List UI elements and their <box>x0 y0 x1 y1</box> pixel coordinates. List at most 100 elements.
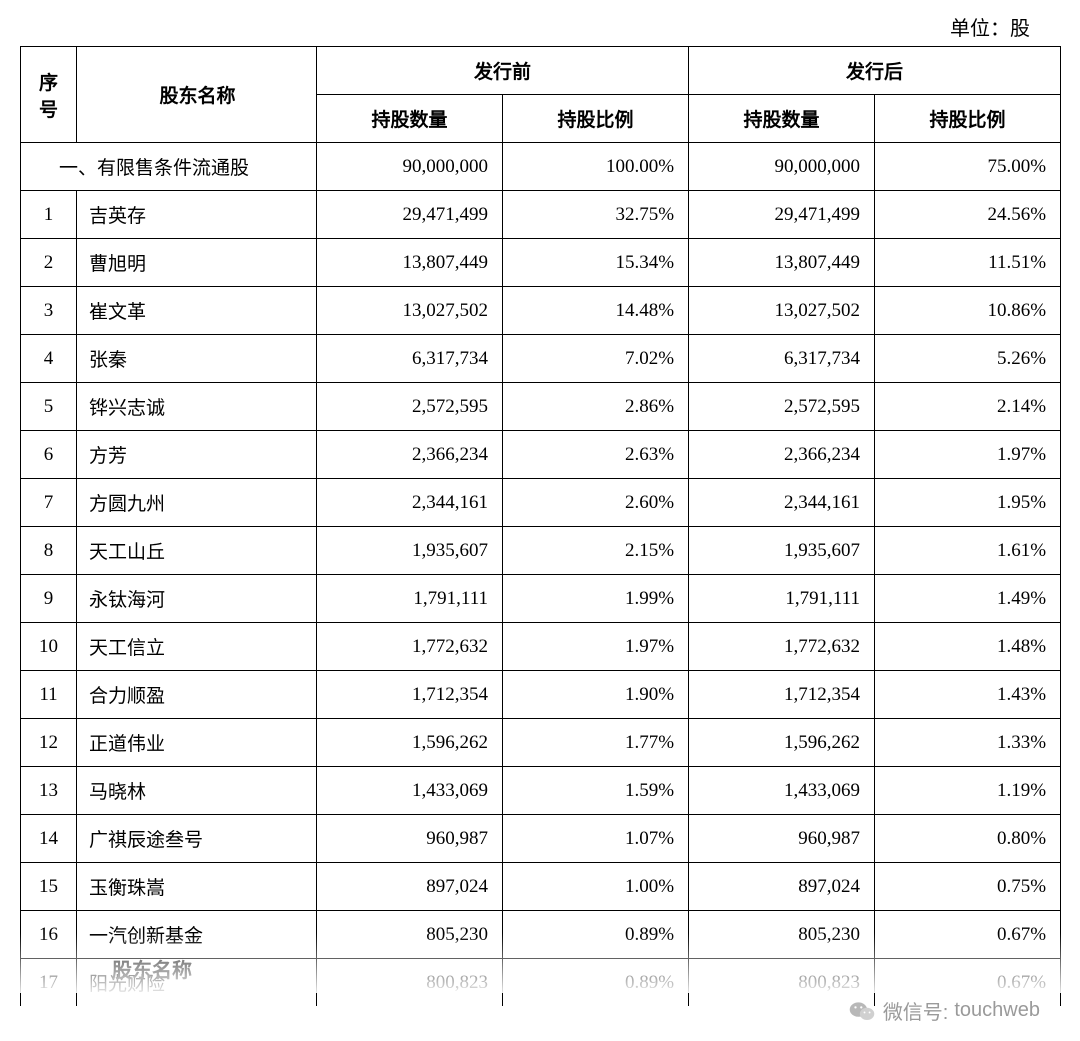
page-container: 单位：股 序号 股东名称 发行前 发行后 持股数量 持股比例 持股数量 持股比例 <box>0 0 1080 1041</box>
shareholder-table: 序号 股东名称 发行前 发行后 持股数量 持股比例 持股数量 持股比例 一、有限… <box>20 46 1061 1006</box>
header-before-pct: 持股比例 <box>503 95 689 143</box>
cell-name: 张秦 <box>77 335 317 383</box>
cell-before-pct: 32.75% <box>503 191 689 239</box>
cell-seq: 17 <box>21 959 77 1007</box>
cell-before-qty: 2,572,595 <box>317 383 503 431</box>
cell-after-pct: 10.86% <box>875 287 1061 335</box>
cell-after-pct: 1.43% <box>875 671 1061 719</box>
cell-before-qty: 1,433,069 <box>317 767 503 815</box>
cell-seq: 10 <box>21 623 77 671</box>
cell-after-qty: 897,024 <box>689 863 875 911</box>
table-row: 8天工山丘1,935,6072.15%1,935,6071.61% <box>21 527 1061 575</box>
cell-before-qty: 1,772,632 <box>317 623 503 671</box>
table-row: 16一汽创新基金805,2300.89%805,2300.67% <box>21 911 1061 959</box>
table-row: 5铧兴志诚2,572,5952.86%2,572,5952.14% <box>21 383 1061 431</box>
cell-before-pct: 1.77% <box>503 719 689 767</box>
cell-before-qty: 29,471,499 <box>317 191 503 239</box>
cell-after-qty: 800,823 <box>689 959 875 1007</box>
header-before-qty: 持股数量 <box>317 95 503 143</box>
cell-before-qty: 805,230 <box>317 911 503 959</box>
wechat-icon <box>849 1000 875 1022</box>
cell-seq: 12 <box>21 719 77 767</box>
cell-before-pct: 0.89% <box>503 959 689 1007</box>
cell-before-pct: 14.48% <box>503 287 689 335</box>
cell-before-qty: 2,344,161 <box>317 479 503 527</box>
cell-name: 天工信立 <box>77 623 317 671</box>
header-seq: 序号 <box>21 47 77 143</box>
cell-after-qty: 1,791,111 <box>689 575 875 623</box>
watermark: 微信号: touchweb <box>849 996 1040 1025</box>
cell-name: 合力顺盈 <box>77 671 317 719</box>
section-after-qty: 90,000,000 <box>689 143 875 191</box>
section-after-pct: 75.00% <box>875 143 1061 191</box>
cell-before-pct: 1.90% <box>503 671 689 719</box>
cell-name: 崔文革 <box>77 287 317 335</box>
cell-after-pct: 1.33% <box>875 719 1061 767</box>
table-body: 一、有限售条件流通股 90,000,000 100.00% 90,000,000… <box>21 143 1061 1007</box>
table-row: 1吉英存29,471,49932.75%29,471,49924.56% <box>21 191 1061 239</box>
cell-after-qty: 960,987 <box>689 815 875 863</box>
cell-before-pct: 1.59% <box>503 767 689 815</box>
cell-after-pct: 1.49% <box>875 575 1061 623</box>
cell-seq: 3 <box>21 287 77 335</box>
cell-before-pct: 2.63% <box>503 431 689 479</box>
cell-before-pct: 2.86% <box>503 383 689 431</box>
table-row: 10天工信立1,772,6321.97%1,772,6321.48% <box>21 623 1061 671</box>
cell-after-qty: 2,572,595 <box>689 383 875 431</box>
cell-before-pct: 2.60% <box>503 479 689 527</box>
cell-seq: 2 <box>21 239 77 287</box>
cell-after-qty: 13,807,449 <box>689 239 875 287</box>
table-row: 12正道伟业1,596,2621.77%1,596,2621.33% <box>21 719 1061 767</box>
cell-name: 方芳 <box>77 431 317 479</box>
cell-name: 广祺辰途叁号 <box>77 815 317 863</box>
header-after: 发行后 <box>689 47 1061 95</box>
cell-after-qty: 2,366,234 <box>689 431 875 479</box>
cell-name: 天工山丘 <box>77 527 317 575</box>
cell-seq: 1 <box>21 191 77 239</box>
cell-seq: 5 <box>21 383 77 431</box>
cell-after-qty: 1,772,632 <box>689 623 875 671</box>
cell-after-qty: 29,471,499 <box>689 191 875 239</box>
table-row: 7方圆九州2,344,1612.60%2,344,1611.95% <box>21 479 1061 527</box>
cell-before-pct: 1.97% <box>503 623 689 671</box>
cell-before-qty: 6,317,734 <box>317 335 503 383</box>
cell-name: 曹旭明 <box>77 239 317 287</box>
cell-seq: 11 <box>21 671 77 719</box>
cell-before-qty: 960,987 <box>317 815 503 863</box>
cell-before-qty: 1,791,111 <box>317 575 503 623</box>
cell-before-pct: 1.00% <box>503 863 689 911</box>
cell-name: 永钛海河 <box>77 575 317 623</box>
watermark-label: 微信号: <box>883 996 949 1025</box>
table-header: 序号 股东名称 发行前 发行后 持股数量 持股比例 持股数量 持股比例 <box>21 47 1061 143</box>
cell-seq: 4 <box>21 335 77 383</box>
cell-name: 吉英存 <box>77 191 317 239</box>
table-row: 11合力顺盈1,712,3541.90%1,712,3541.43% <box>21 671 1061 719</box>
table-row: 15玉衡珠嵩897,0241.00%897,0240.75% <box>21 863 1061 911</box>
cell-after-qty: 1,433,069 <box>689 767 875 815</box>
cell-after-qty: 2,344,161 <box>689 479 875 527</box>
cell-name: 正道伟业 <box>77 719 317 767</box>
cell-before-pct: 1.99% <box>503 575 689 623</box>
cell-after-qty: 6,317,734 <box>689 335 875 383</box>
cell-before-qty: 1,596,262 <box>317 719 503 767</box>
cell-seq: 16 <box>21 911 77 959</box>
cell-after-pct: 1.48% <box>875 623 1061 671</box>
cell-after-pct: 24.56% <box>875 191 1061 239</box>
section-label: 一、有限售条件流通股 <box>21 143 317 191</box>
cell-before-pct: 2.15% <box>503 527 689 575</box>
cell-before-qty: 13,807,449 <box>317 239 503 287</box>
cell-after-qty: 1,596,262 <box>689 719 875 767</box>
section-row: 一、有限售条件流通股 90,000,000 100.00% 90,000,000… <box>21 143 1061 191</box>
cell-after-pct: 1.19% <box>875 767 1061 815</box>
unit-label: 单位：股 <box>20 12 1060 40</box>
cell-after-pct: 5.26% <box>875 335 1061 383</box>
header-before: 发行前 <box>317 47 689 95</box>
table-row: 2曹旭明13,807,44915.34%13,807,44911.51% <box>21 239 1061 287</box>
cell-before-pct: 1.07% <box>503 815 689 863</box>
stray-overlap-text: 股东名称 <box>112 954 192 983</box>
header-after-pct: 持股比例 <box>875 95 1061 143</box>
cell-before-qty: 1,712,354 <box>317 671 503 719</box>
cell-name: 玉衡珠嵩 <box>77 863 317 911</box>
cell-seq: 8 <box>21 527 77 575</box>
cell-after-qty: 1,935,607 <box>689 527 875 575</box>
